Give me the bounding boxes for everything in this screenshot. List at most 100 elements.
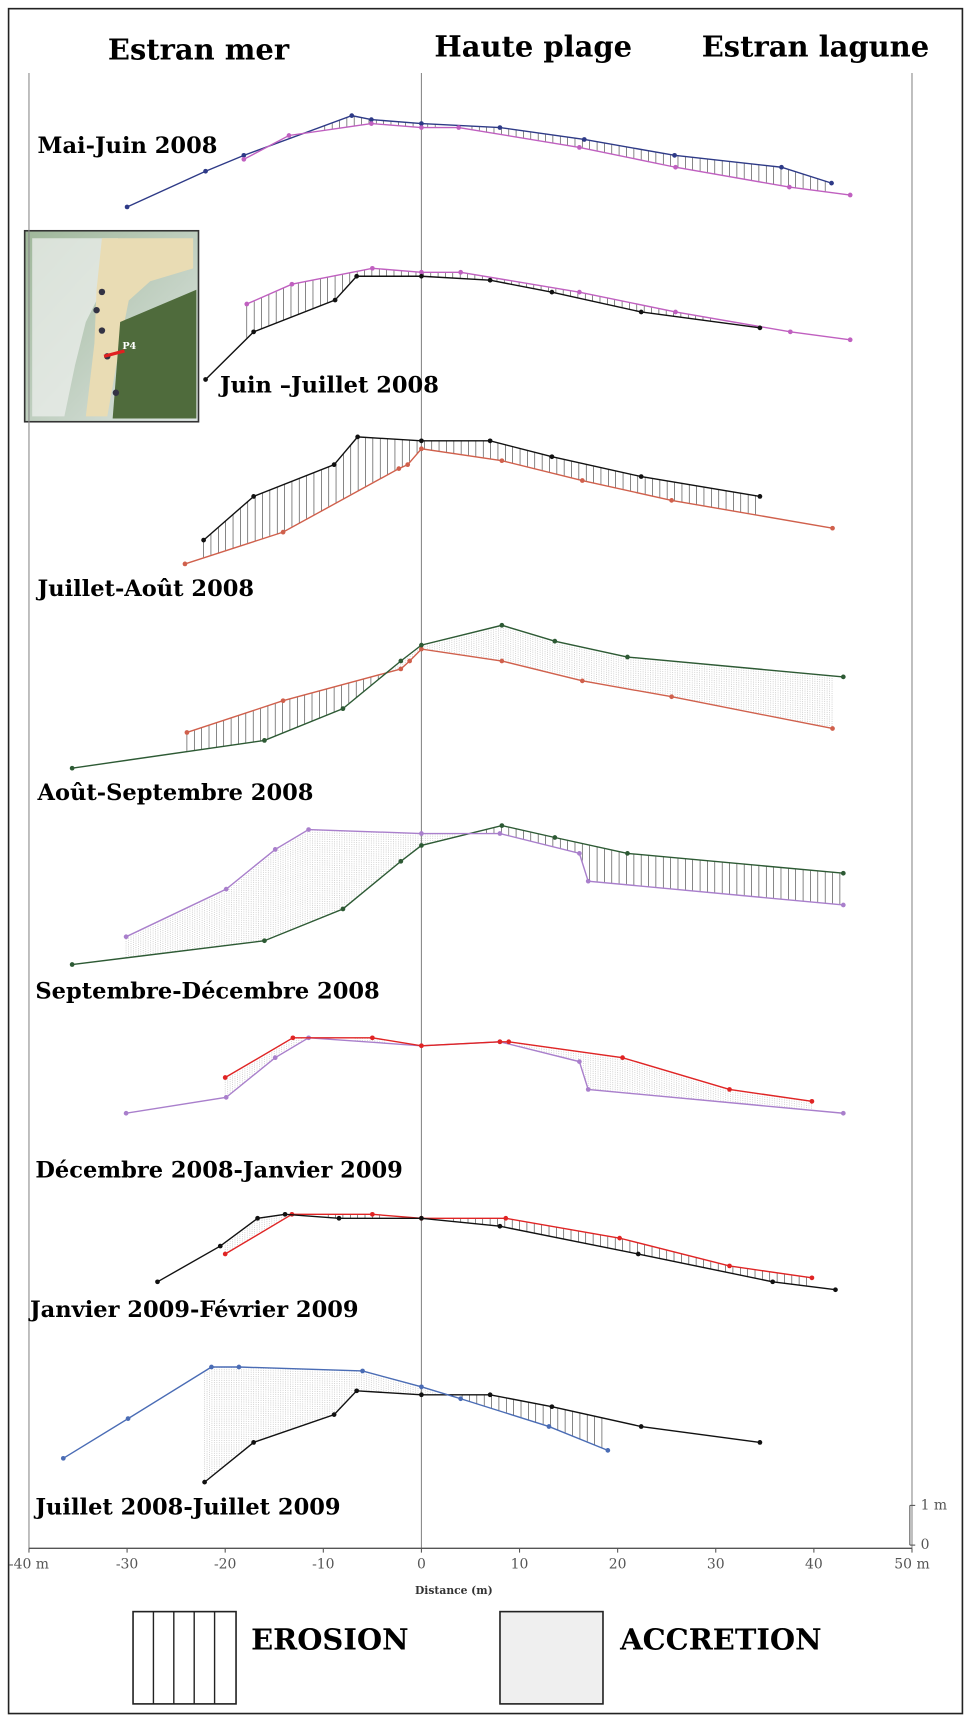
profile-point	[125, 1416, 131, 1421]
panel-title: Août-Septembre 2008	[37, 780, 314, 806]
profile-point	[419, 642, 424, 648]
profile-point	[605, 1448, 611, 1453]
profile-point	[124, 204, 130, 210]
profile-point	[222, 1251, 228, 1257]
panel-title: Septembre-Décembre 2008	[35, 979, 379, 1005]
scale-label: 0	[921, 1537, 930, 1553]
profile-point	[282, 1211, 288, 1217]
x-tick-label: -10	[312, 1556, 334, 1572]
profile-point	[638, 474, 644, 479]
profile-point	[419, 269, 424, 275]
profile-point	[549, 1404, 555, 1410]
profile-point	[625, 654, 630, 660]
profile-point	[60, 1455, 66, 1461]
profile-point	[577, 851, 582, 856]
profile-point	[419, 646, 424, 652]
profile-point	[370, 1035, 375, 1041]
profile-point	[552, 835, 558, 840]
profile-point	[499, 458, 505, 464]
profile-point	[202, 1479, 207, 1485]
legend: EROSION ACCRETION	[132, 1610, 822, 1705]
inset-map: P4	[23, 229, 200, 423]
profile-panel: Juillet-Août 2008	[36, 434, 835, 602]
profile-point	[354, 273, 360, 279]
profile-point	[419, 273, 424, 279]
panel-title: Décembre 2008-Janvier 2009	[35, 1158, 402, 1184]
profile-point	[407, 658, 413, 664]
profile-point	[398, 658, 404, 664]
inset-point	[93, 306, 100, 314]
profile-point	[497, 831, 503, 836]
profile-point	[549, 454, 555, 460]
profile-point	[617, 1235, 622, 1241]
profile-point	[638, 309, 644, 315]
legend-erosion-hatch	[152, 1611, 216, 1704]
header: Haute plage	[434, 29, 632, 63]
profile-point	[757, 325, 763, 331]
profile-point	[370, 265, 375, 271]
profile-point	[503, 1215, 509, 1221]
inset-point	[112, 389, 120, 396]
profile-point	[809, 1098, 815, 1104]
inset-label: P4	[122, 341, 136, 352]
inset-profile	[103, 349, 125, 358]
inset-point	[98, 288, 106, 296]
header: Estran lagune	[702, 29, 929, 63]
profile-point	[69, 962, 75, 967]
profile-point	[419, 446, 424, 452]
legend-erosion-box	[132, 1610, 237, 1705]
x-tick-label: 30	[707, 1556, 725, 1572]
profile-point	[577, 145, 582, 150]
profile-point	[369, 121, 374, 126]
profile-point	[577, 1059, 582, 1065]
panel-title: Juin –Juillet 2008	[218, 372, 439, 398]
profile-point	[272, 1055, 278, 1061]
inset-point	[98, 327, 106, 334]
profile-point	[201, 537, 206, 543]
profile-point	[241, 156, 247, 162]
x-tick-label: -20	[214, 1556, 236, 1572]
erosion-hatch	[186, 675, 379, 752]
profile-point	[419, 125, 424, 130]
profile-point	[419, 1043, 424, 1049]
profile-point	[829, 180, 834, 186]
profile-point	[497, 1039, 503, 1045]
profile-point	[620, 1055, 625, 1061]
profile-point	[487, 277, 493, 283]
profile-point	[331, 462, 337, 468]
profile-point	[236, 1364, 242, 1370]
panel-title: Juillet 2008-Juillet 2009	[33, 1495, 340, 1521]
profile-panel: Décembre 2008-Janvier 2009	[35, 1035, 846, 1184]
profile-point	[280, 529, 286, 535]
profile-point	[499, 823, 505, 828]
profile-point	[830, 726, 835, 731]
x-tick-label: 50 m	[894, 1556, 929, 1572]
accretion-fill	[224, 1214, 285, 1255]
profile-point	[241, 152, 247, 158]
profile-point	[419, 843, 424, 848]
profile-point	[370, 1211, 375, 1217]
profile-point	[286, 133, 292, 138]
profile-point	[396, 466, 402, 471]
legend-label: ACCRETION	[619, 1623, 821, 1657]
profile-point	[577, 289, 582, 295]
profile-point	[673, 164, 678, 170]
profile-point	[217, 1243, 223, 1249]
profile-point	[585, 878, 591, 884]
profile-point	[787, 329, 793, 335]
profile-point	[398, 666, 404, 672]
profile-point	[290, 1035, 296, 1041]
profile-point	[809, 1275, 815, 1281]
profile-panel: Janvier 2009-Février 2009	[28, 1211, 838, 1323]
profile-point	[757, 1440, 763, 1445]
profile-point	[727, 1263, 732, 1269]
profile-point	[840, 674, 846, 680]
profile-point	[669, 498, 674, 503]
profile-point	[770, 1279, 776, 1285]
profile-point	[355, 434, 361, 440]
profile-point	[506, 1039, 512, 1045]
profile-point	[398, 858, 404, 864]
